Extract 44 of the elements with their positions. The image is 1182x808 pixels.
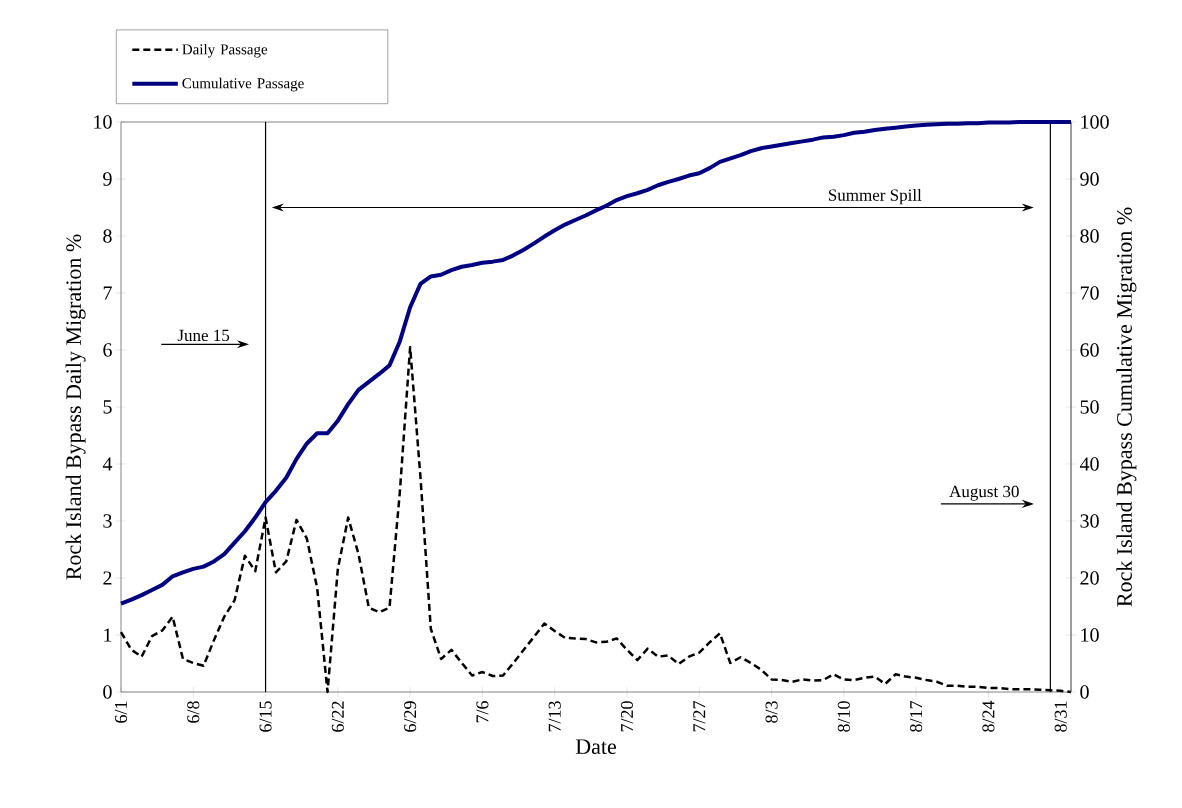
y2-tick-label: 90: [1080, 172, 1099, 186]
y-tick-label: 5: [103, 400, 112, 414]
x-tick-label: 8/3: [765, 701, 778, 723]
legend-label: Cumulative Passage: [182, 77, 304, 92]
x-axis-title: Date: [575, 739, 617, 755]
annotation: June 15: [177, 329, 230, 342]
y2-tick-label: 0: [1080, 685, 1089, 699]
y-tick-label: 6: [103, 343, 112, 357]
y2-tick-label: 40: [1079, 457, 1099, 471]
annotation: Summer Spill: [828, 188, 922, 205]
x-tick-label: 7/27: [693, 701, 706, 732]
x-tick-label: 6/1: [114, 701, 128, 723]
y-tick-label: 4: [102, 457, 113, 471]
y-tick-label: 3: [103, 514, 112, 528]
x-tick-label: 6/15: [259, 701, 272, 732]
legend-label: Daily Passage: [182, 43, 268, 58]
x-tick-label: 8/17: [910, 701, 923, 732]
y2-tick-label: 60: [1080, 343, 1099, 357]
x-tick-label: 7/20: [620, 701, 634, 732]
y-axis-title: Rock Island Bypass Daily Migration %: [65, 234, 86, 580]
y2-tick-label: 30: [1080, 514, 1099, 528]
y-tick-label: 9: [103, 172, 112, 186]
x-tick-label: 6/22: [331, 701, 344, 732]
y-tick-label: 7: [103, 286, 112, 300]
y2-axis-title: Rock Island Bypass Cumulative Migration %: [1116, 207, 1137, 607]
x-tick-label: 8/24: [982, 700, 995, 732]
y-tick-label: 0: [103, 685, 112, 699]
y-tick-label: 2: [103, 571, 112, 585]
x-tick-label: 6/29: [404, 701, 417, 732]
y2-tick-label: 50: [1080, 400, 1099, 414]
y2-tick-label: 10: [1081, 628, 1099, 642]
x-tick-label: 8/31: [1054, 701, 1067, 732]
x-tick-label: 8/10: [837, 701, 850, 732]
y2-tick-label: 20: [1080, 571, 1099, 585]
y-tick-label: 10: [94, 115, 112, 129]
y2-tick-label: 70: [1080, 286, 1099, 300]
y2-tick-label: 100: [1081, 115, 1109, 129]
y2-tick-label: 80: [1080, 229, 1099, 243]
x-tick-label: 7/6: [476, 701, 489, 723]
y-tick-label: 1: [104, 628, 112, 642]
x-tick-label: 7/13: [548, 701, 561, 732]
annotation: August 30: [949, 485, 1019, 501]
y-tick-label: 8: [103, 229, 112, 243]
x-tick-label: 6/8: [187, 701, 200, 723]
